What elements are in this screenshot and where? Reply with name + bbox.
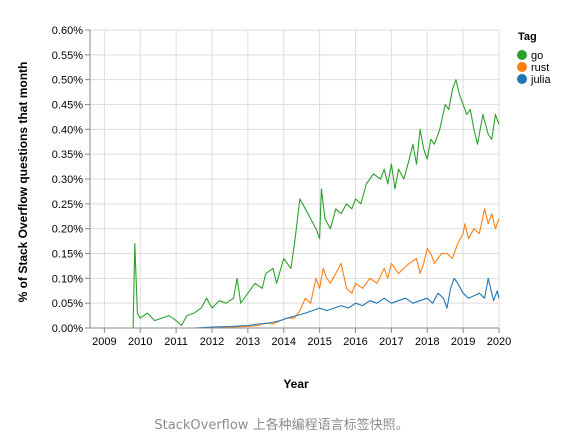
legend-title: Tag bbox=[518, 31, 537, 43]
y-tick-label: 0.00% bbox=[52, 323, 83, 335]
y-tick-label: 0.40% bbox=[52, 124, 83, 136]
y-tick-label: 0.60% bbox=[52, 25, 83, 37]
x-tick-label: 2015 bbox=[307, 336, 331, 348]
x-tick-label: 2019 bbox=[451, 336, 475, 348]
axes: 0.00% 0.05% 0.10% 0.15% 0.20% 0.25% 0.30% 0.35%… bbox=[52, 25, 511, 348]
y-tick-label: 0.05% bbox=[52, 298, 83, 310]
x-tick-label: 2014 bbox=[271, 336, 295, 348]
legend-label-julia: julia bbox=[530, 74, 551, 86]
x-tick-label: 2013 bbox=[236, 336, 260, 348]
y-tick-label: 0.25% bbox=[52, 199, 83, 211]
y-tick-label: 0.15% bbox=[52, 249, 83, 261]
x-tick-label: 2020 bbox=[487, 336, 511, 348]
x-tick-label: 2010 bbox=[128, 336, 152, 348]
figure-caption: StackOverflow 上各种编程语言标签快照。 bbox=[154, 418, 409, 433]
y-tick-label: 0.50% bbox=[52, 75, 83, 87]
y-tick-label: 0.10% bbox=[52, 273, 83, 285]
legend-swatch-rust bbox=[517, 62, 527, 72]
x-tick-label: 2011 bbox=[164, 336, 188, 348]
x-tick-label: 2016 bbox=[343, 336, 367, 348]
y-axis-title: % of Stack Overflow questions that month bbox=[16, 62, 30, 303]
x-tick-label: 2018 bbox=[415, 336, 439, 348]
legend-swatch-go bbox=[517, 50, 527, 60]
x-tick-label: 2017 bbox=[379, 336, 403, 348]
series-line-julia bbox=[90, 277, 500, 329]
y-tick-label: 0.55% bbox=[52, 50, 83, 62]
legend-swatch-julia bbox=[517, 74, 527, 84]
series-lines bbox=[90, 79, 500, 329]
x-tick-label: 2012 bbox=[200, 336, 224, 348]
series-line-go bbox=[90, 79, 500, 329]
legend-label-go: go bbox=[531, 50, 543, 62]
y-tick-label: 0.30% bbox=[52, 174, 83, 186]
y-tick-label: 0.35% bbox=[52, 149, 83, 161]
line-chart: 0.00% 0.05% 0.10% 0.15% 0.20% 0.25% 0.30% 0.35%… bbox=[16, 25, 551, 391]
x-tick-label: 2009 bbox=[92, 336, 116, 348]
grid-lines bbox=[89, 29, 500, 329]
series-line-rust bbox=[90, 208, 500, 329]
legend-label-rust: rust bbox=[531, 62, 549, 74]
x-axis-title: Year bbox=[283, 377, 309, 391]
y-tick-label: 0.45% bbox=[52, 100, 83, 112]
y-tick-label: 0.20% bbox=[52, 224, 83, 236]
